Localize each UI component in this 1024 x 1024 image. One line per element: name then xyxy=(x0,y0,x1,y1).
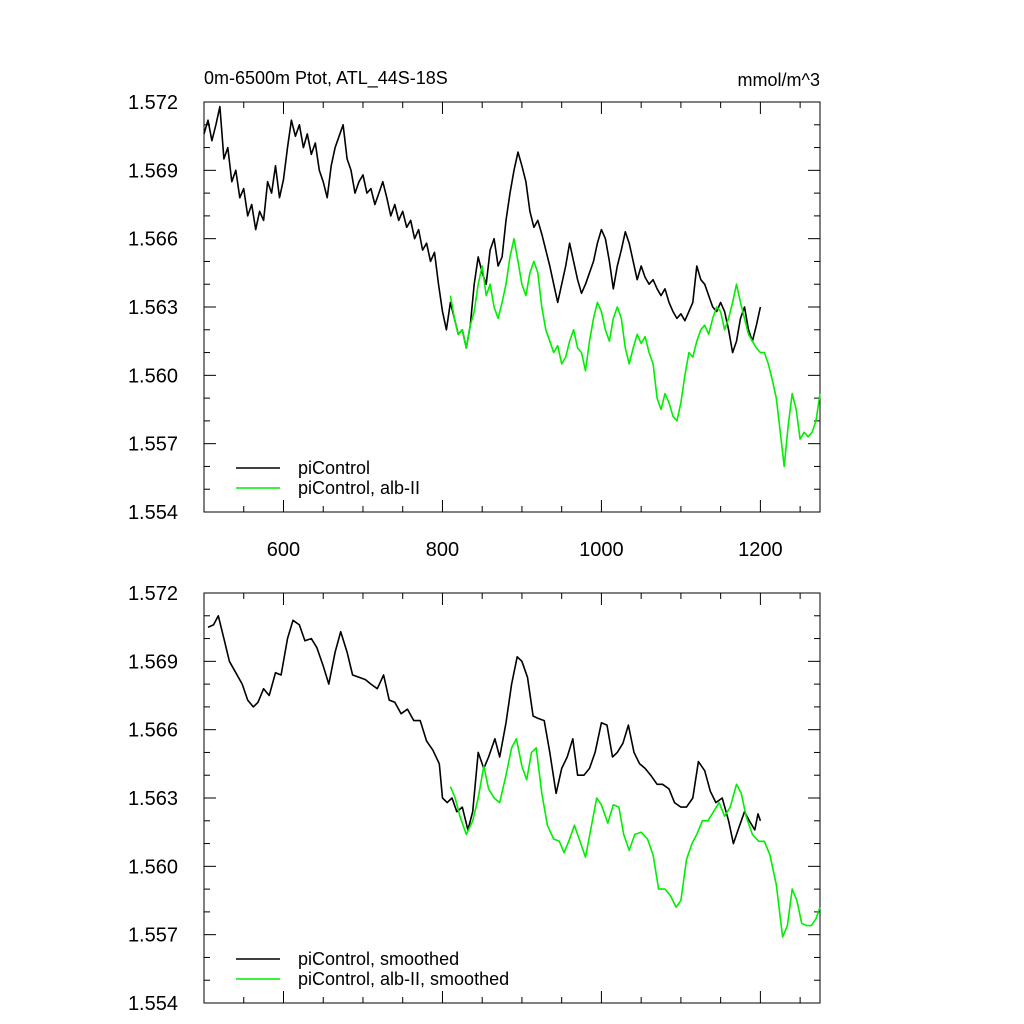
plot-frame xyxy=(203,101,821,513)
series-line-1 xyxy=(207,615,762,845)
chart-title: 0m-6500m Ptot, ATL_44S-18S xyxy=(204,68,448,89)
series-line-2 xyxy=(449,237,821,468)
legend-label: piControl, alb-II, smoothed xyxy=(298,969,509,989)
y-tick-labels: 1.554 1.557 1.560 1.563 1.566 1.569 1.572 xyxy=(128,92,178,524)
y-tick-label: 1.563 xyxy=(128,788,178,810)
y-tick-label: 1.566 xyxy=(128,229,178,251)
x-tick-label: 600 xyxy=(267,539,300,561)
series-line-2 xyxy=(449,738,821,938)
legend-label: piControl, alb-II xyxy=(298,478,420,498)
x-tick-label: 1200 xyxy=(738,539,783,561)
y-tick-label: 1.569 xyxy=(128,651,178,673)
legend-label: piControl xyxy=(298,458,370,478)
y-tick-label: 1.572 xyxy=(128,92,178,114)
plot-frame xyxy=(203,592,821,1004)
y-tick-label: 1.569 xyxy=(128,160,178,182)
axis-ticks xyxy=(203,101,820,513)
x-tick-label: 800 xyxy=(426,539,459,561)
x-tick-labels: 600 800 1000 1200 xyxy=(267,539,783,561)
y-tick-label: 1.572 xyxy=(128,583,178,605)
y-tick-label: 1.557 xyxy=(128,434,178,456)
series-lines xyxy=(207,615,821,938)
top-panel: 0m-6500m Ptot, ATL_44S-18S mmol/m^3 1.55… xyxy=(128,68,821,561)
y-tick-label: 1.557 xyxy=(128,925,178,947)
y-tick-label: 1.560 xyxy=(128,856,178,878)
x-tick-label: 1000 xyxy=(579,539,624,561)
y-tick-labels: 1.554 1.557 1.560 1.563 1.566 1.569 1.572 xyxy=(128,583,178,1015)
y-tick-label: 1.560 xyxy=(128,365,178,387)
y-tick-label: 1.566 xyxy=(128,720,178,742)
legend-label: piControl, smoothed xyxy=(298,949,459,969)
series-lines xyxy=(203,105,821,468)
chart-units-label: mmol/m^3 xyxy=(738,70,820,90)
y-tick-label: 1.554 xyxy=(128,502,178,524)
series-line-1 xyxy=(203,105,762,354)
axis-ticks xyxy=(203,592,820,1004)
y-tick-label: 1.563 xyxy=(128,297,178,319)
bottom-panel: 1.554 1.557 1.560 1.563 1.566 1.569 1.572 piCo… xyxy=(128,583,821,1015)
y-tick-label: 1.554 xyxy=(128,993,178,1015)
